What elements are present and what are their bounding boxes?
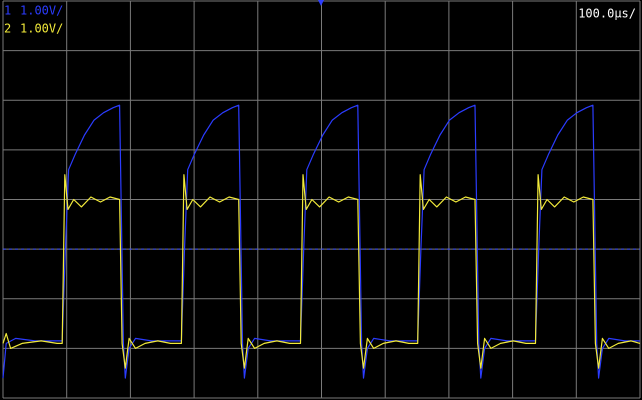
trigger-position-marker bbox=[318, 0, 324, 6]
channel-2-scale: 1.00V/ bbox=[20, 22, 63, 36]
channel-1-scale: 1.00V/ bbox=[20, 4, 63, 18]
waveform bbox=[2, 104, 640, 379]
channel-1-number: 1 bbox=[4, 4, 11, 18]
channel-2-number: 2 bbox=[4, 22, 11, 36]
timebase: 100.0µs/ bbox=[578, 7, 636, 21]
waveform bbox=[2, 174, 641, 369]
